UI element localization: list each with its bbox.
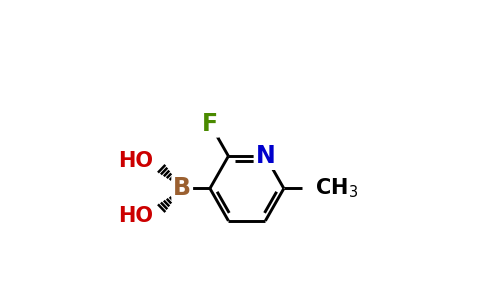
Text: CH$_3$: CH$_3$: [315, 177, 358, 200]
Text: F: F: [202, 112, 218, 136]
Text: N: N: [256, 144, 275, 168]
Text: B: B: [173, 176, 191, 200]
Text: HO: HO: [119, 151, 153, 171]
Text: HO: HO: [119, 206, 153, 226]
